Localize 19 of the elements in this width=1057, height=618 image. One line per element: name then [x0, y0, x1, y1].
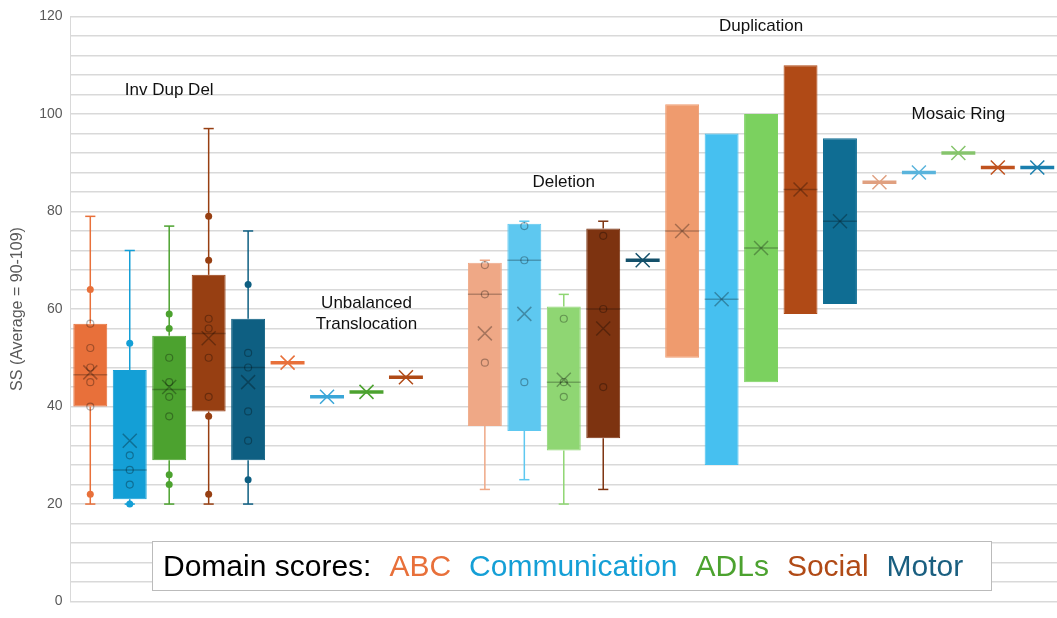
- y-tick-label: 60: [46, 299, 63, 316]
- y-tick-label: 0: [54, 592, 63, 609]
- x-tick-label: Unbalanced Translocation: [315, 292, 418, 333]
- text: Motor: [886, 549, 964, 582]
- x-tick-label: Duplication: [719, 16, 804, 36]
- y-tick-label: 80: [46, 202, 63, 219]
- y-tick-label: 100: [39, 104, 63, 121]
- text: ADLs: [695, 549, 769, 582]
- text: Social: [786, 549, 869, 582]
- y-tick-label: 40: [46, 397, 63, 414]
- legend-title: Domain scores:: [163, 549, 372, 582]
- y-tick-label: 120: [39, 7, 63, 24]
- text: Communication: [469, 549, 678, 582]
- x-tick-label: Mosaic Ring: [911, 104, 1006, 124]
- text: ABC: [389, 549, 452, 582]
- x-tick-label: Deletion: [532, 172, 595, 192]
- y-axis-title: SS (Average = 90-109): [8, 227, 26, 391]
- x-tick-label: Inv Dup Del: [124, 79, 214, 99]
- y-tick-label: 20: [46, 494, 63, 511]
